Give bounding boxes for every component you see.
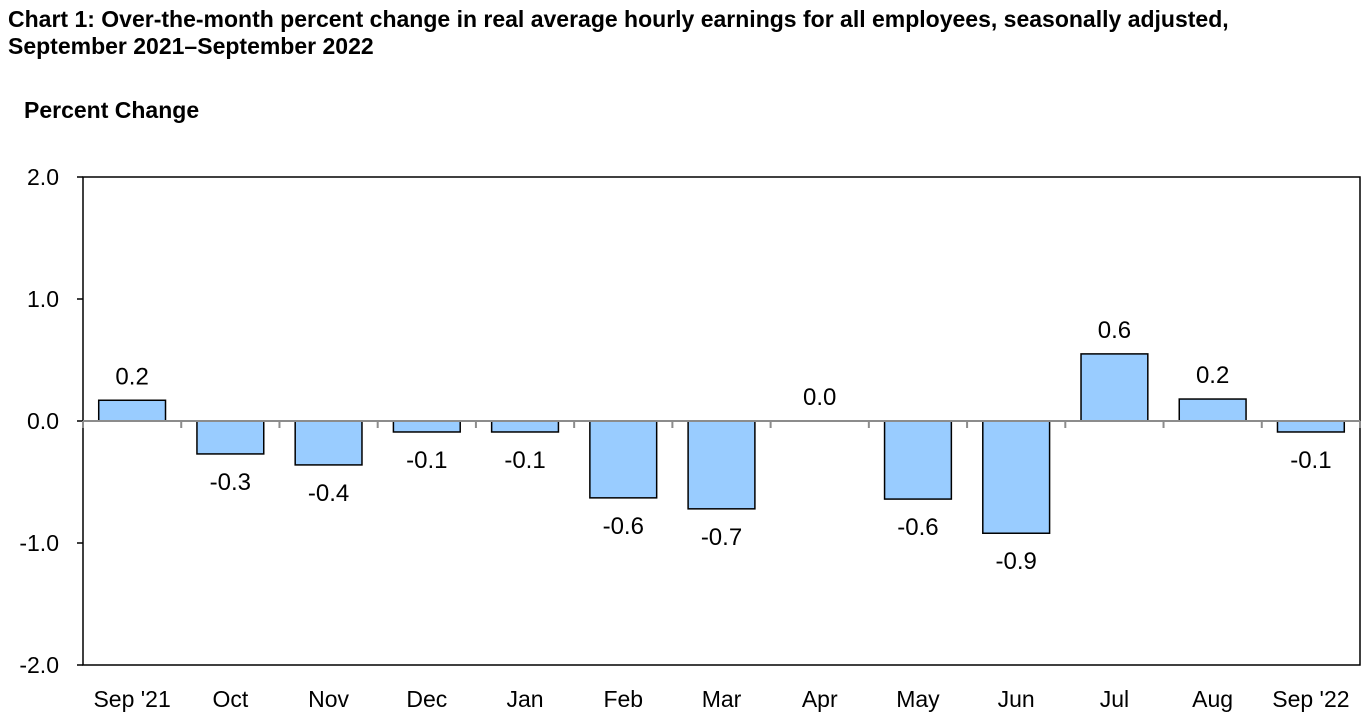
x-tick-label: Nov xyxy=(308,686,349,712)
bar xyxy=(883,420,953,500)
x-tick-label: Oct xyxy=(212,686,248,712)
data-label: -0.1 xyxy=(1290,447,1331,474)
data-label: -0.4 xyxy=(308,480,349,507)
data-label: -0.1 xyxy=(406,447,447,474)
data-label: -0.3 xyxy=(210,469,251,496)
y-axis-label: Percent Change xyxy=(24,97,200,123)
chart-title: Chart 1: Over-the-month percent change i… xyxy=(8,6,1229,59)
x-tick-label: Apr xyxy=(802,686,838,712)
bar xyxy=(687,420,756,510)
y-tick-label: 2.0 xyxy=(27,164,59,190)
bar xyxy=(982,420,1051,534)
bar xyxy=(97,399,167,422)
x-tick-label: Dec xyxy=(406,686,447,712)
data-label: -0.1 xyxy=(504,447,545,474)
y-tick-label: 1.0 xyxy=(27,286,59,312)
data-label: 0.2 xyxy=(1196,362,1229,389)
bar xyxy=(1276,420,1346,433)
bar xyxy=(490,420,560,433)
y-tick-label: -2.0 xyxy=(19,652,59,678)
y-tick-label: -1.0 xyxy=(19,530,59,556)
data-label: 0.6 xyxy=(1098,317,1131,344)
x-tick-label: Jan xyxy=(506,686,543,712)
x-tick-label: Aug xyxy=(1192,686,1233,712)
x-tick-label: Jun xyxy=(998,686,1035,712)
data-label: 0.2 xyxy=(115,363,148,390)
bar xyxy=(294,420,363,466)
data-label: -0.7 xyxy=(701,524,742,551)
bar xyxy=(1080,353,1149,422)
x-tick-label: Sep '22 xyxy=(1272,686,1349,712)
bar xyxy=(392,420,461,433)
x-tick-label: Mar xyxy=(702,686,742,712)
data-label: -0.6 xyxy=(603,513,644,540)
x-tick-label: May xyxy=(896,686,940,712)
x-tick-label: Sep '21 xyxy=(93,686,170,712)
data-label: 0.0 xyxy=(803,384,836,411)
data-label: -0.9 xyxy=(996,548,1037,575)
bar xyxy=(196,420,265,455)
x-tick-label: Jul xyxy=(1100,686,1129,712)
bar xyxy=(589,420,658,499)
y-tick-label: 0.0 xyxy=(27,408,59,434)
data-label: -0.6 xyxy=(897,514,938,541)
bar xyxy=(1178,398,1247,422)
x-tick-label: Feb xyxy=(603,686,643,712)
